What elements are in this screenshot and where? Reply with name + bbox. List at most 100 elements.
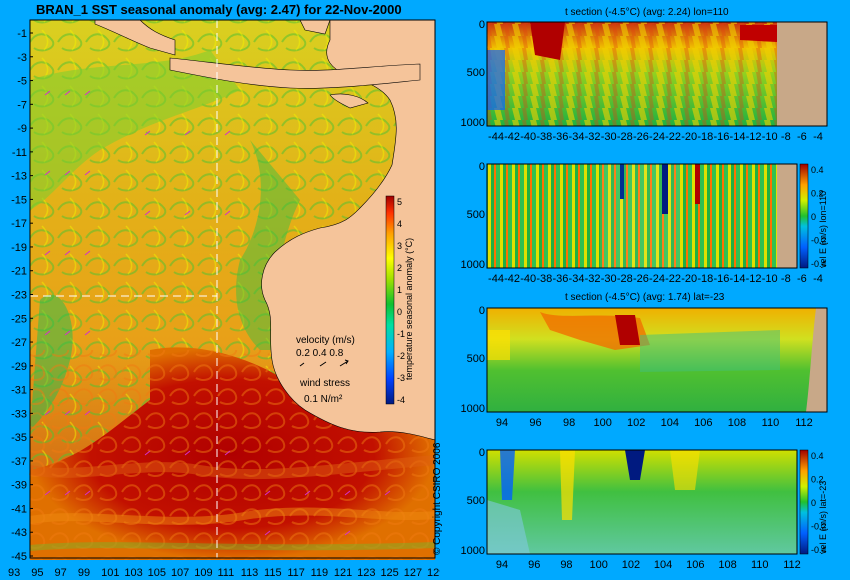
section-x-tick-label: -12 [746, 131, 762, 143]
section-x-tick-label: -36 [552, 273, 568, 285]
section-x-tick-label: -26 [633, 131, 649, 143]
section-x-tick-label: -32 [585, 131, 601, 143]
section-x-tick-label: -6 [797, 273, 807, 285]
depth-tick-label: 1000 [461, 259, 485, 271]
colorbar-tick-label: 4 [397, 219, 402, 229]
depth-tick-label: 500 [467, 67, 485, 79]
section-x-tick-label: 94 [496, 559, 508, 571]
lat-tick-label: -43 [11, 527, 27, 539]
section-x-tick-label: 98 [563, 417, 575, 429]
section-x-tick-label: -44 [488, 273, 504, 285]
depth-tick-label: 500 [467, 209, 485, 221]
section-x-tick-label: 108 [728, 417, 746, 429]
depth-tick-label: 1000 [461, 545, 485, 557]
section-x-tick-label: 104 [661, 417, 679, 429]
panel4-colorbar [799, 449, 809, 555]
depth-tick-label: 500 [467, 353, 485, 365]
lat-tick-label: -9 [17, 123, 27, 135]
colorbar-tick-label: 2 [397, 263, 402, 273]
panel2-colorbar [799, 163, 809, 269]
lon-tick-label: 113 [241, 567, 259, 579]
lon-tick-label: 99 [78, 567, 90, 579]
lat-tick-label: -41 [11, 503, 27, 515]
vel-colorbar-tick-label: -0.4 [811, 545, 827, 555]
section-x-tick-label: 104 [654, 559, 672, 571]
section-x-tick-label: -40 [520, 131, 536, 143]
lat-tick-label: -21 [11, 266, 27, 278]
lat-tick-label: -31 [11, 385, 27, 397]
section-x-tick-label: -34 [569, 273, 585, 285]
colorbar-tick-label: 3 [397, 241, 402, 251]
lat-tick-label: -45 [11, 551, 27, 563]
panel4-colorbar-label: vel E (m/s) lat=-23 [818, 480, 828, 554]
lon-tick-label: 101 [101, 567, 119, 579]
sst-colorbar: 5 4 3 2 1 0 -1 -2 -3 -4 [385, 195, 405, 405]
lon-tick-label: 127 [404, 567, 422, 579]
lat-tick-label: -11 [12, 147, 27, 159]
velocity-legend-label: velocity (m/s) [296, 335, 355, 346]
section-x-tick-label: -22 [665, 273, 681, 285]
vel-colorbar-tick-label: 0.2 [811, 475, 824, 485]
section-x-tick-label: -20 [681, 131, 697, 143]
lon-tick-label: 123 [357, 567, 375, 579]
lon-tick-label: 95 [31, 567, 43, 579]
lon-tick-label: 119 [311, 567, 329, 579]
lat-tick-label: -7 [17, 99, 27, 111]
section-x-tick-label: 102 [622, 559, 640, 571]
section-x-tick-label: -42 [504, 131, 520, 143]
lon-tick-label: 103 [124, 567, 142, 579]
vel-colorbar-tick-label: -0.2 [811, 522, 827, 532]
section-x-tick-label: 96 [529, 417, 541, 429]
section-x-tick-label: -22 [665, 131, 681, 143]
section-x-tick-label: 94 [496, 417, 508, 429]
depth-tick-label: 0 [479, 305, 485, 317]
section-x-tick-label: -8 [781, 273, 791, 285]
section-x-tick-label: 100 [593, 417, 611, 429]
depth-tick-label: 0 [479, 161, 485, 173]
lat-tick-label: -29 [11, 361, 27, 373]
section-x-tick-label: -44 [488, 131, 504, 143]
vel-colorbar-tick-label: 0.4 [811, 451, 824, 461]
depth-tick-label: 0 [479, 447, 485, 459]
sst-colorbar-label: temperature seasonal anomaly (°C) [404, 237, 414, 380]
section-x-tick-label: 110 [762, 417, 780, 429]
lat-tick-label: -25 [11, 313, 27, 325]
map-title: BRAN_1 SST seasonal anomaly (avg: 2.47) … [36, 2, 402, 17]
colorbar-tick-label: -1 [397, 329, 405, 339]
section-x-tick-label: -16 [713, 131, 729, 143]
lon-tick-label: 105 [148, 567, 166, 579]
depth-tick-label: 0 [479, 19, 485, 31]
lat-tick-label: -23 [11, 290, 27, 302]
lon-tick-label: 97 [55, 567, 67, 579]
vel-colorbar-tick-label: -0.2 [811, 236, 827, 246]
section-x-tick-label: 96 [528, 559, 540, 571]
section-x-tick-label: -6 [797, 131, 807, 143]
wind-stress-scale: 0.1 N/m² [304, 394, 343, 405]
velocity-legend-arrows [299, 359, 349, 367]
colorbar-tick-label: -3 [397, 373, 405, 383]
vel-colorbar-tick-label: 0 [811, 498, 816, 508]
section-x-tick-label: -30 [601, 273, 617, 285]
section-x-tick-label: -24 [649, 273, 665, 285]
lon-tick-label: 125 [380, 567, 398, 579]
colorbar-tick-label: -4 [397, 395, 405, 405]
vel-colorbar-tick-label: 0.2 [811, 189, 824, 199]
section-x-tick-label: 102 [627, 417, 645, 429]
lat-tick-label: -37 [11, 456, 27, 468]
section-x-tick-label: 106 [686, 559, 704, 571]
lon-tick-label: 121 [334, 567, 352, 579]
section-x-tick-label: -30 [601, 131, 617, 143]
lon-tick-label: 107 [171, 567, 189, 579]
section-x-tick-label: -4 [813, 273, 823, 285]
vel-colorbar-tick-label: 0.4 [811, 165, 824, 175]
section-x-tick-label: 112 [783, 559, 801, 571]
section-x-tick-label: -8 [781, 131, 791, 143]
panel1-land-mask [777, 22, 827, 126]
lon-tick-label: 129 [427, 567, 440, 579]
section-x-tick-label: -36 [552, 131, 568, 143]
section-x-tick-label: 98 [560, 559, 572, 571]
section-x-tick-label: -18 [697, 273, 713, 285]
section-x-tick-label: -38 [536, 131, 552, 143]
wind-stress-label: wind stress [299, 378, 350, 389]
lon-tick-label: 111 [218, 567, 235, 579]
